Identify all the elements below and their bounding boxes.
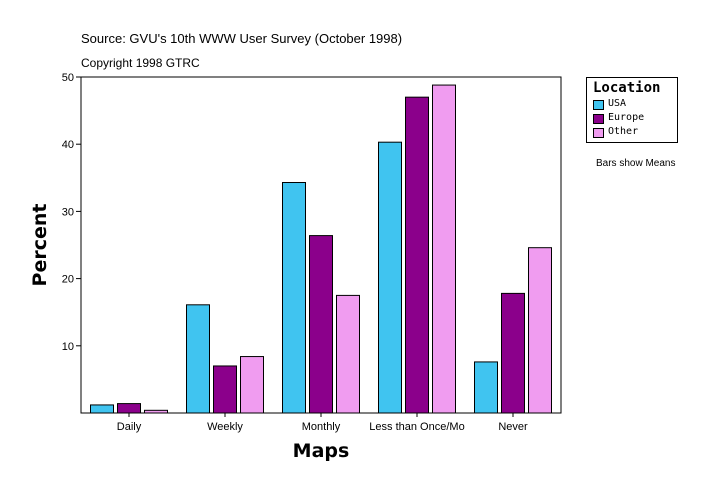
legend-swatch-europe bbox=[593, 114, 604, 124]
bar-europe-3 bbox=[309, 235, 333, 414]
y-tick-label: 40 bbox=[62, 139, 74, 151]
bar-europe-1 bbox=[117, 403, 141, 414]
bar-other-1 bbox=[144, 409, 168, 414]
y-axis-title: Percent bbox=[29, 204, 51, 287]
bar-other-2 bbox=[240, 356, 264, 414]
bar-europe-2 bbox=[213, 365, 237, 414]
bar-other-4 bbox=[432, 84, 456, 414]
bars-note: Bars show Means bbox=[596, 158, 676, 169]
y-tick-label: 10 bbox=[62, 341, 74, 353]
legend-label-other: Other bbox=[608, 126, 639, 137]
legend-label-usa: USA bbox=[608, 98, 627, 109]
bar-other-5 bbox=[528, 247, 552, 414]
x-tick-label: Daily bbox=[117, 421, 142, 433]
bar-europe-5 bbox=[501, 292, 525, 414]
source-caption: Source: GVU's 10th WWW User Survey (Octo… bbox=[81, 31, 403, 46]
x-tick-label: Less than Once/Mo bbox=[369, 421, 464, 433]
bar-europe-4 bbox=[405, 96, 429, 414]
x-tick-label: Never bbox=[498, 421, 528, 433]
chart-legend: Location USA Europe Other bbox=[586, 77, 678, 143]
bar-usa-3 bbox=[282, 182, 306, 414]
x-tick-label: Weekly bbox=[207, 421, 243, 433]
y-tick-label: 30 bbox=[62, 206, 74, 218]
copyright-caption: Copyright 1998 GTRC bbox=[81, 56, 200, 70]
bar-usa-4 bbox=[378, 141, 402, 414]
bar-usa-2 bbox=[186, 304, 210, 414]
legend-swatch-usa bbox=[593, 100, 604, 110]
legend-swatch-other bbox=[593, 128, 604, 138]
bar-other-3 bbox=[336, 294, 360, 414]
x-tick-label: Monthly bbox=[302, 421, 341, 433]
bar-usa-1 bbox=[90, 404, 114, 414]
x-axis-title: Maps bbox=[293, 440, 350, 462]
bar-usa-5 bbox=[474, 361, 498, 414]
y-tick-label: 50 bbox=[62, 72, 74, 84]
legend-title: Location bbox=[593, 80, 661, 96]
y-tick-label: 20 bbox=[62, 274, 74, 286]
legend-label-europe: Europe bbox=[608, 112, 645, 123]
